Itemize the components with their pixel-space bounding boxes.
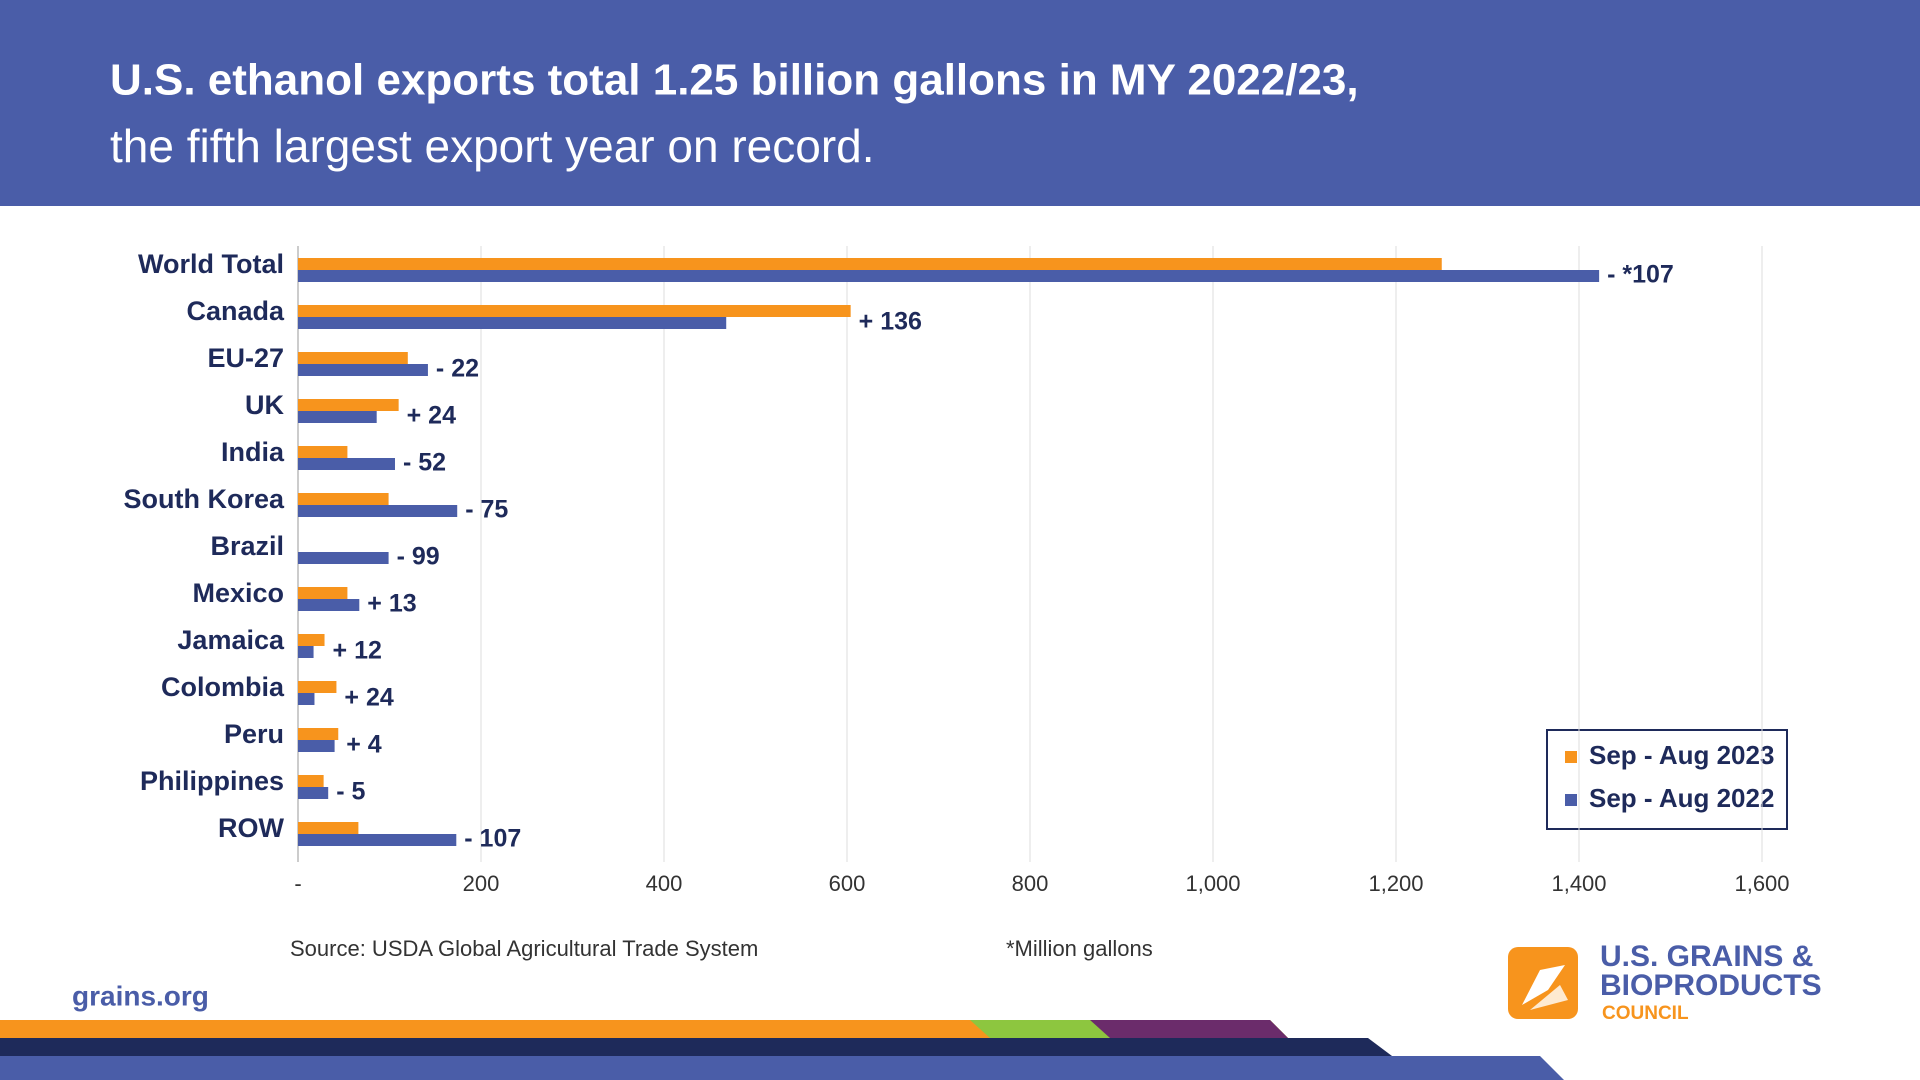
bar [298,599,360,611]
change-label: - 5 [336,778,365,806]
logo-text: COUNCIL [1602,1003,1689,1024]
legend-label: Sep - Aug 2022 [1589,783,1774,813]
x-tick-label: 600 [829,871,866,896]
chart-title: U.S. ethanol exports total 1.25 billion … [110,56,1359,105]
y-tick-label: Colombia [161,672,285,702]
y-tick-label: India [221,437,285,467]
legend-label: Sep - Aug 2023 [1589,740,1774,770]
source: Source: USDA Global Agricultural Trade S… [290,936,758,961]
bar [298,258,1442,270]
y-tick-label: Jamaica [177,625,285,655]
logo-icon [1508,947,1578,1019]
bar [298,446,348,458]
header-band [0,0,1920,206]
site-url: grains.org [72,980,209,1011]
bar [298,493,389,505]
x-tick-label: 1,600 [1734,871,1789,896]
bar [298,399,399,411]
bar [298,740,335,752]
bar [298,834,457,846]
bar [298,728,339,740]
change-label: + 12 [333,637,382,665]
y-tick-label: Canada [186,296,285,326]
bar [298,587,348,599]
bar [298,352,408,364]
legend-swatch [1565,794,1577,806]
x-tick-label: 1,400 [1551,871,1606,896]
y-tick-label: Mexico [192,578,284,608]
x-tick-label: 400 [646,871,683,896]
logo-text: BIOPRODUCTS [1600,969,1822,1002]
change-label: + 24 [344,684,393,712]
change-label: - 52 [403,449,446,477]
footer-stripes [0,1020,1564,1080]
note: *Million gallons [1006,936,1153,961]
bar [298,693,315,705]
bar [298,787,329,799]
y-tick-label: South Korea [123,484,284,514]
x-tick-label: 800 [1012,871,1049,896]
bar [298,364,428,376]
change-label: + 136 [859,308,922,336]
bar [298,822,359,834]
change-label: - 99 [397,543,440,571]
x-tick-label: - [294,871,301,896]
x-tick-label: 1,000 [1185,871,1240,896]
change-label: - 22 [436,355,479,383]
y-tick-label: UK [245,390,284,420]
bar [298,305,851,317]
y-tick-label: Philippines [140,766,284,796]
y-tick-label: EU-27 [207,343,284,373]
bar [298,634,325,646]
legend: Sep - Aug 2023 Sep - Aug 2022 [1546,729,1788,830]
bar [298,270,1600,282]
bar [298,505,458,517]
legend-swatch [1565,751,1577,763]
change-label: - *107 [1607,261,1674,289]
bar [298,458,395,470]
change-label: + 13 [367,590,416,618]
bar [298,681,337,693]
bar [298,646,314,658]
bar [298,775,324,787]
y-tick-label: Brazil [210,531,284,561]
bar [298,552,389,564]
y-tick-label: World Total [138,249,284,279]
change-label: + 24 [407,402,456,430]
change-label: + 4 [346,731,382,759]
logo-text: U.S. GRAINS & [1600,940,1813,973]
change-label: - 107 [464,825,521,853]
bar [298,317,727,329]
x-tick-label: 1,200 [1368,871,1423,896]
bar [298,411,377,423]
y-tick-label: ROW [218,813,285,843]
y-tick-label: Peru [224,719,284,749]
chart-subtitle: the fifth largest export year on record. [110,120,875,172]
x-tick-label: 200 [463,871,500,896]
change-label: - 75 [465,496,508,524]
